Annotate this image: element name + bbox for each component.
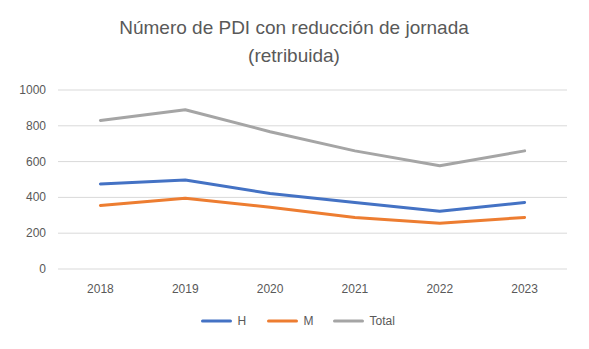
plot: 0 200 400 600 800 1000 2018 2019 2020 2021 2022 202… [0, 0, 589, 349]
y-tick-label: 0 [39, 262, 46, 276]
x-tick-label: 2023 [511, 282, 538, 296]
grid-line [58, 233, 567, 234]
series-line [100, 180, 524, 211]
x-tick-label: 2021 [342, 282, 369, 296]
title: Número de PDI con reducción de jornada (… [94, 14, 494, 70]
y-tick-label: 400 [26, 190, 46, 204]
legend-swatch [203, 320, 231, 323]
x-tick-label: 2020 [257, 282, 284, 296]
grid-line [58, 90, 567, 91]
series-line [100, 198, 524, 223]
series-group [100, 110, 524, 224]
grid-line [58, 269, 567, 270]
x-tick-label: 2019 [172, 282, 199, 296]
legend-swatch [269, 320, 297, 323]
y-tick-label: 600 [26, 155, 46, 169]
x-tick-label: 2018 [87, 282, 114, 296]
y-tick-label: 1000 [19, 83, 46, 97]
grid-line [58, 161, 567, 162]
y-tick-label: 800 [26, 119, 46, 133]
legend-label: Total [370, 314, 395, 328]
y-axis [58, 90, 59, 269]
legend-swatch [335, 320, 363, 323]
grid-line [58, 125, 567, 126]
series-line [100, 110, 524, 166]
legend-label: M [304, 314, 314, 328]
y-tick-label: 200 [26, 226, 46, 240]
legend-label: H [238, 314, 247, 328]
x-tick-label: 2022 [426, 282, 453, 296]
chart: Número de PDI con reducción de jornada (… [0, 0, 589, 349]
